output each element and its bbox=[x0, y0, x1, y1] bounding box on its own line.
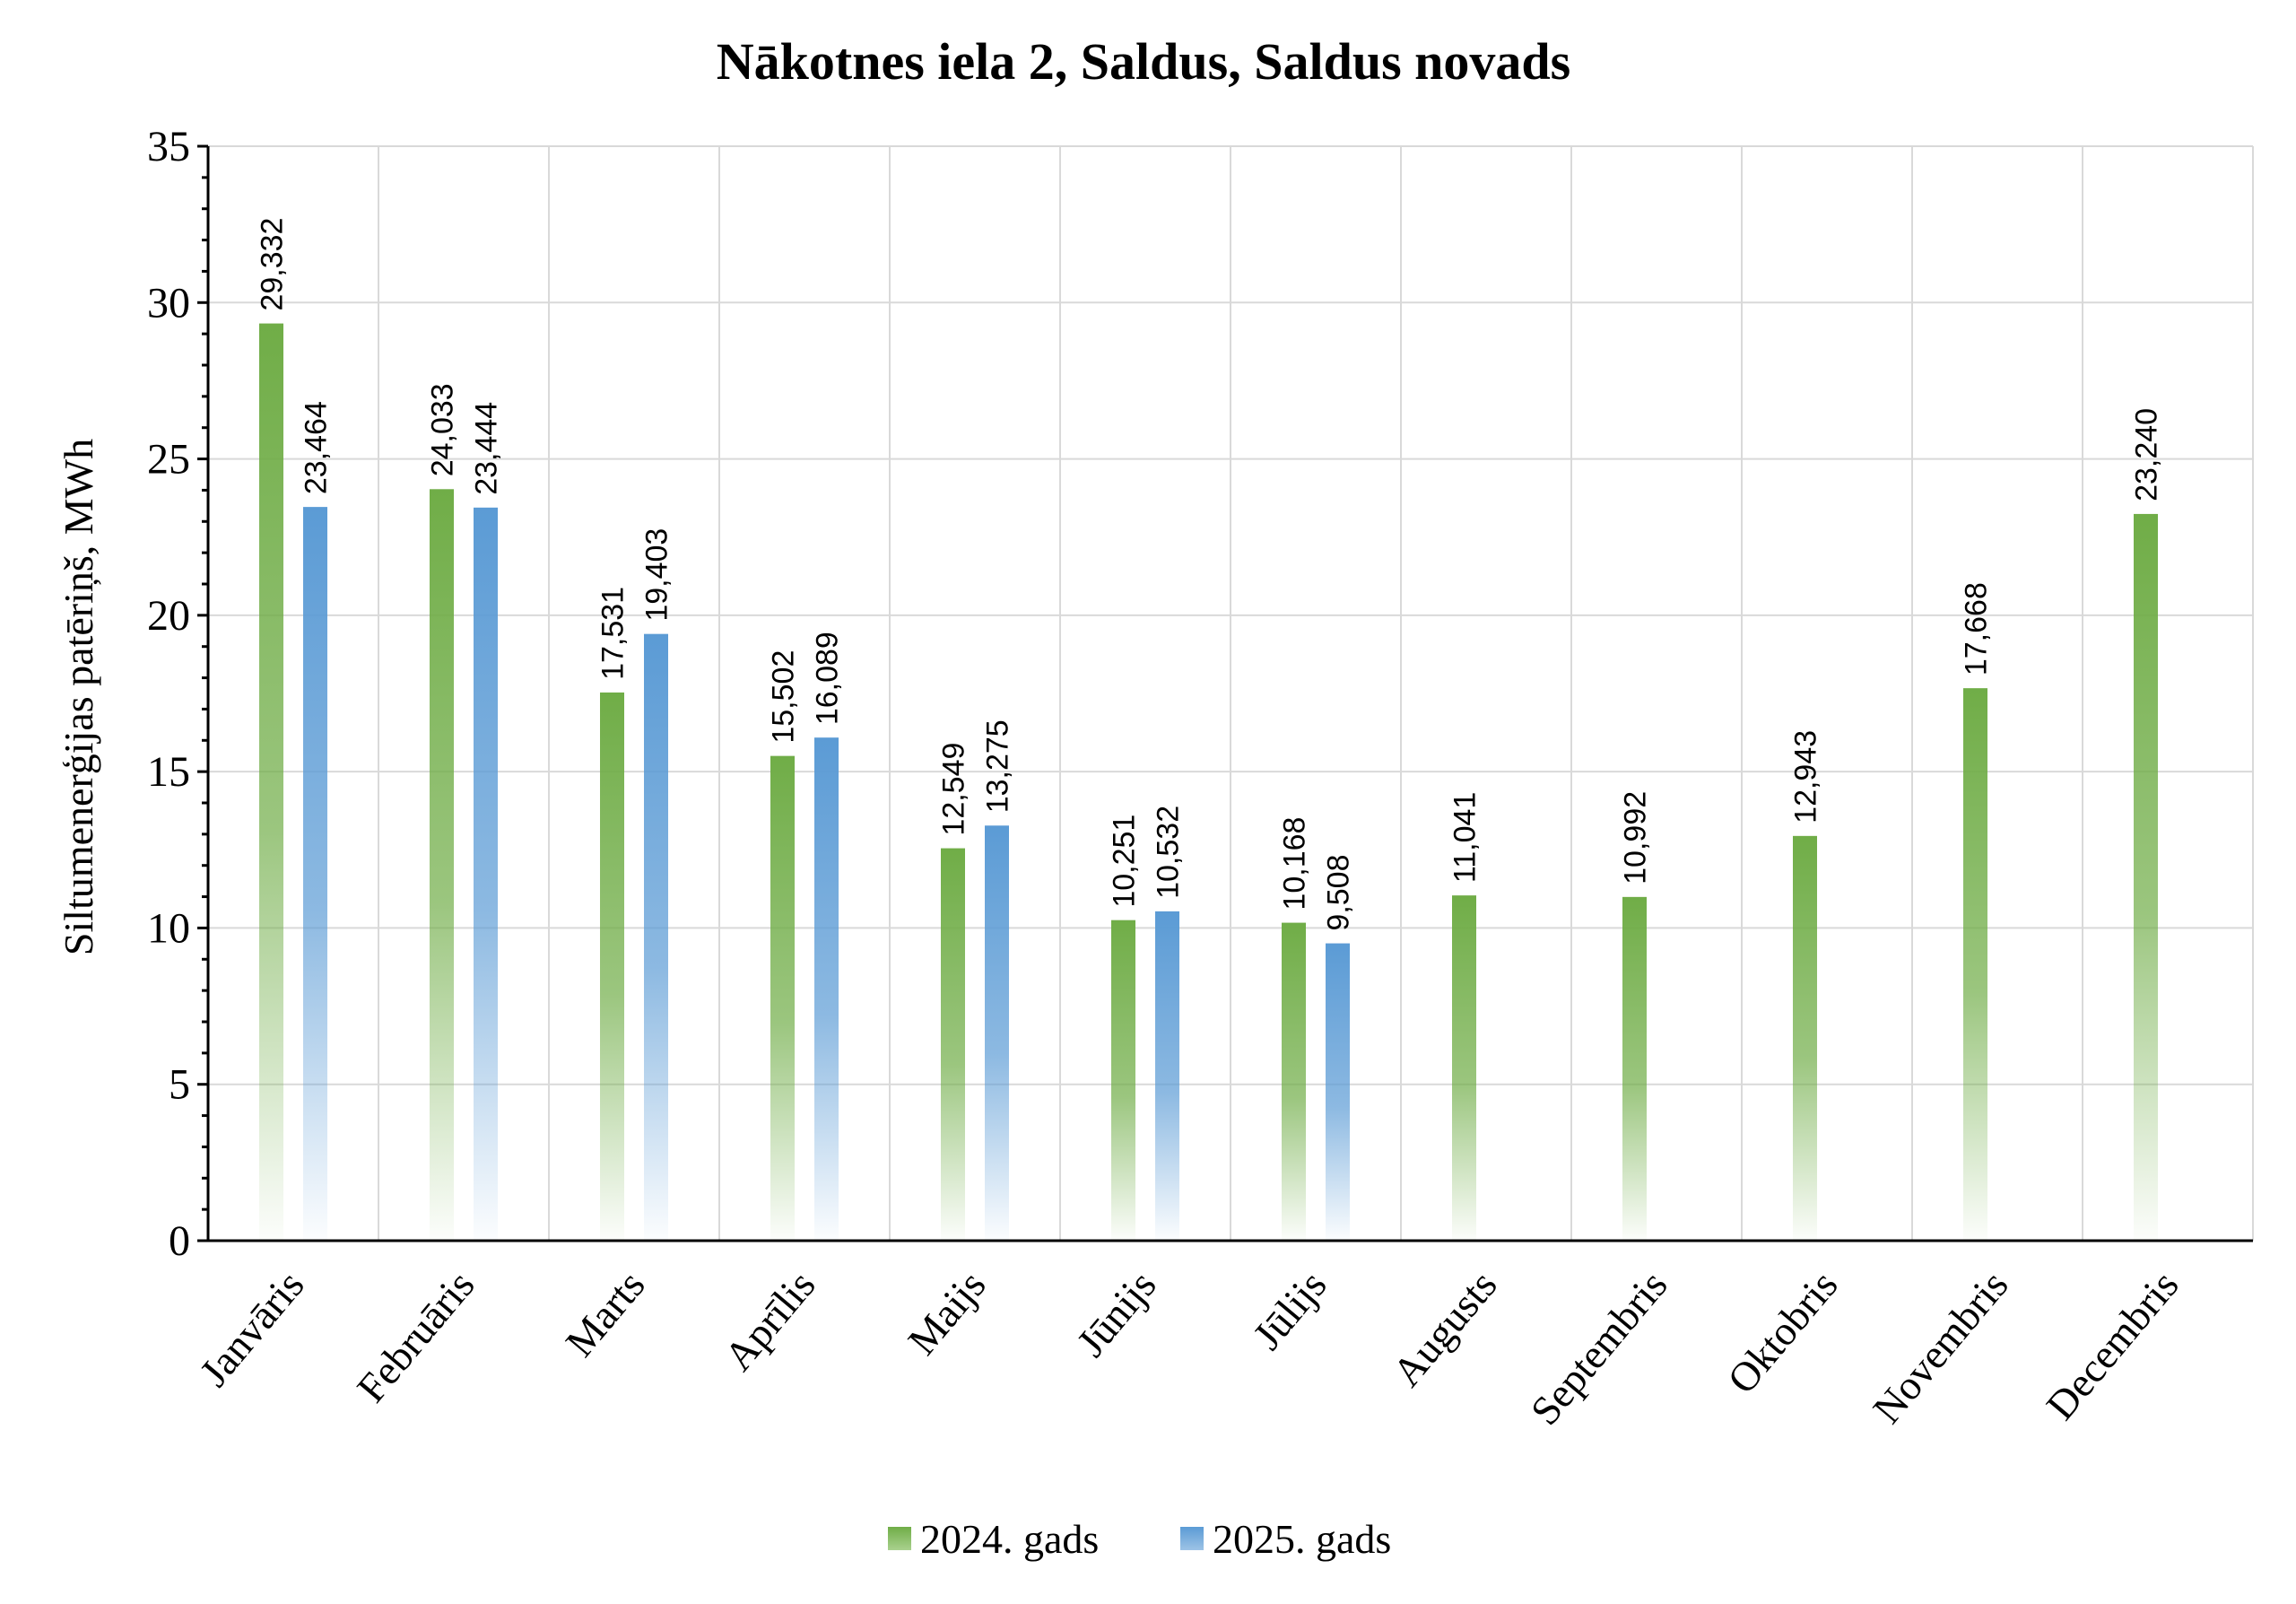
x-tick-label: Maijs bbox=[899, 1262, 994, 1364]
data-label: 23,240 bbox=[2130, 408, 2164, 501]
bar-2024 bbox=[1963, 688, 1987, 1241]
x-tick-label: Janvāris bbox=[191, 1262, 313, 1395]
bar-2024 bbox=[2134, 513, 2158, 1241]
data-label: 17,531 bbox=[596, 587, 631, 680]
data-label: 10,532 bbox=[1152, 806, 1186, 899]
data-label: 16,089 bbox=[811, 632, 845, 725]
bar-2024 bbox=[941, 848, 965, 1241]
bar-2024 bbox=[1793, 835, 1817, 1241]
data-label: 9,508 bbox=[1322, 854, 1356, 930]
y-tick-label: 0 bbox=[169, 1217, 190, 1265]
data-label: 12,943 bbox=[1789, 730, 1823, 824]
x-tick-label: Aprīlis bbox=[715, 1262, 823, 1380]
legend-swatch-2025 bbox=[1180, 1527, 1204, 1550]
x-tick-label: Septembris bbox=[1522, 1262, 1676, 1434]
data-label: 19,403 bbox=[640, 528, 674, 622]
bar-2024 bbox=[1282, 922, 1306, 1241]
legend-label-2024: 2024. gads bbox=[920, 1516, 1099, 1562]
data-label: 10,168 bbox=[1278, 817, 1312, 911]
data-label: 11,041 bbox=[1448, 792, 1483, 883]
bar-2025 bbox=[474, 507, 498, 1241]
bar-2024 bbox=[259, 323, 283, 1241]
y-tick-label: 10 bbox=[147, 904, 190, 952]
bar-2025 bbox=[1326, 943, 1350, 1241]
legend: 2024. gads 2025. gads bbox=[888, 1516, 1391, 1562]
bar-2024 bbox=[430, 489, 454, 1241]
y-tick-label: 5 bbox=[169, 1061, 190, 1109]
x-tick-label: Februāris bbox=[348, 1262, 483, 1411]
grid-layer bbox=[207, 145, 2254, 1241]
data-label: 10,992 bbox=[1619, 791, 1653, 885]
legend-label-2025: 2025. gads bbox=[1213, 1516, 1391, 1562]
bar-2024 bbox=[1111, 920, 1135, 1241]
data-labels-layer: 29,332 23,464 24,033 23,444 17,531 19,403 15,5… bbox=[256, 218, 2164, 931]
x-tick-label: Marts bbox=[557, 1262, 654, 1365]
x-tick-label: Jūnijs bbox=[1068, 1262, 1165, 1365]
data-label: 24,033 bbox=[426, 383, 460, 476]
data-label: 10,251 bbox=[1108, 815, 1142, 908]
data-label: 29,332 bbox=[256, 218, 290, 311]
bars-layer bbox=[259, 323, 2158, 1241]
y-tick-label: 15 bbox=[147, 748, 190, 796]
bar-2025 bbox=[1155, 911, 1179, 1241]
y-axis-label: Siltumenerģijas patēriņš, MWh bbox=[56, 439, 101, 955]
bar-2024 bbox=[1622, 896, 1647, 1241]
y-tick-label: 35 bbox=[147, 123, 190, 170]
bar-2024 bbox=[1452, 895, 1476, 1241]
bar-2025 bbox=[985, 825, 1009, 1241]
x-tick-label: Novembris bbox=[1864, 1262, 2016, 1432]
bar-2025 bbox=[644, 633, 668, 1241]
data-label: 23,444 bbox=[470, 402, 504, 495]
axes-layer: 0 5 10 15 20 25 30 35 Janvāris Februāris Marts Aprī… bbox=[147, 123, 2253, 1434]
x-tick-label: Decembris bbox=[2038, 1262, 2187, 1428]
legend-swatch-2024 bbox=[888, 1527, 911, 1550]
data-label: 15,502 bbox=[767, 650, 801, 744]
y-tick-label: 25 bbox=[147, 436, 190, 484]
data-label: 23,464 bbox=[300, 401, 334, 494]
x-tick-label: Oktobris bbox=[1718, 1262, 1847, 1402]
x-tick-label: Jūlijs bbox=[1244, 1262, 1335, 1358]
bar-2025 bbox=[303, 507, 327, 1241]
data-label: 17,668 bbox=[1960, 582, 1994, 676]
chart-title: Nākotnes iela 2, Saldus, Saldus novads bbox=[717, 32, 1571, 91]
bar-2024 bbox=[770, 755, 795, 1241]
bar-2024 bbox=[600, 692, 624, 1241]
x-tick-label: Augusts bbox=[1384, 1262, 1506, 1395]
y-tick-label: 30 bbox=[147, 279, 190, 327]
y-tick-label: 20 bbox=[147, 592, 190, 640]
data-label: 13,275 bbox=[981, 719, 1015, 813]
bar-2025 bbox=[814, 737, 839, 1241]
data-label: 12,549 bbox=[937, 743, 971, 836]
